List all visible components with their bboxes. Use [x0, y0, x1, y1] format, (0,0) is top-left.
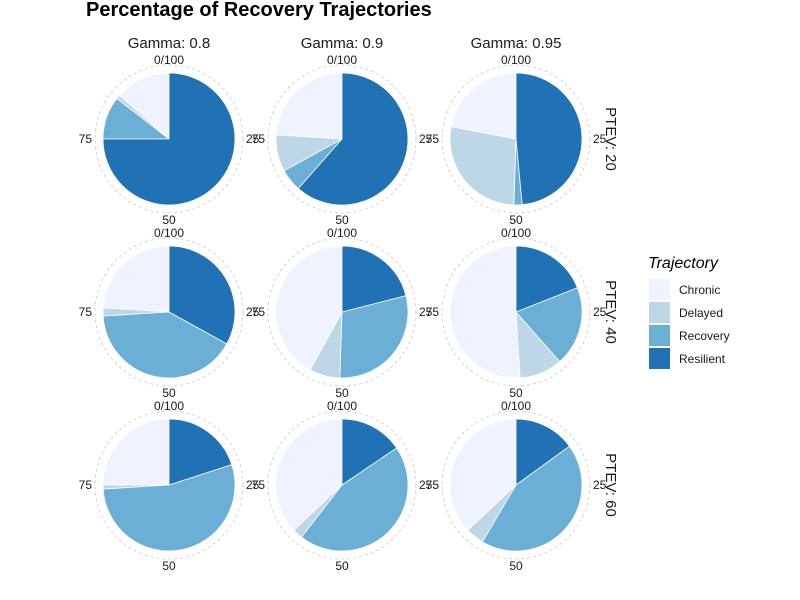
theta-tick-label: 0/100	[501, 226, 531, 240]
pie-slice-chronic	[449, 418, 517, 531]
legend-key-recovery	[649, 325, 670, 346]
theta-tick-label: 25	[593, 305, 607, 319]
pie-slice-resilient	[515, 72, 583, 206]
row-strip-label: PTEV: 60	[602, 453, 619, 517]
theta-tick-label: 75	[252, 305, 266, 319]
theta-tick-label: 0/100	[327, 226, 357, 240]
pie-slice-resilient	[515, 418, 570, 486]
pie-slice-chronic	[275, 245, 343, 371]
pie-slice-resilient	[297, 72, 409, 206]
theta-tick-label: 50	[509, 213, 523, 227]
legend-title: Trajectory	[648, 255, 719, 272]
grid-circle	[267, 410, 417, 560]
pie-slice-chronic	[102, 418, 170, 486]
grid-circle	[94, 237, 244, 387]
theta-tick-label: 50	[162, 559, 176, 573]
pie-panel: 0/100 25 50 75	[252, 226, 433, 400]
pie-slice-recovery	[481, 445, 583, 552]
pie-slice-recovery	[339, 295, 409, 379]
pie-slice-chronic	[275, 418, 343, 531]
theta-tick-label: 50	[162, 213, 176, 227]
pie-slice-resilient	[341, 245, 407, 313]
row-strip-label: PTEV: 40	[602, 280, 619, 344]
pie-panel: 0/100 25 50 75	[79, 53, 260, 227]
grid-circle	[441, 410, 591, 560]
pie-panel: 0/100 25 50 75	[79, 399, 260, 573]
pie-panel: 0/100 25 50 75	[252, 53, 433, 227]
theta-tick-label: 25	[419, 478, 433, 492]
chart-title: Percentage of Recovery Trajectories	[86, 0, 432, 21]
theta-tick-label: 0/100	[154, 226, 184, 240]
pie-slice-recovery	[102, 464, 236, 552]
grid-circle	[441, 237, 591, 387]
theta-tick-label: 0/100	[154, 53, 184, 67]
row-strip-label: PTEV: 20	[602, 107, 619, 171]
theta-tick-label: 25	[593, 132, 607, 146]
theta-tick-label: 0/100	[154, 399, 184, 413]
theta-tick-label: 50	[335, 213, 349, 227]
theta-tick-label: 0/100	[327, 399, 357, 413]
theta-tick-label: 25	[246, 132, 260, 146]
pie-slice-recovery	[102, 311, 228, 379]
legend-label: Delayed	[679, 306, 723, 320]
theta-tick-label: 75	[79, 132, 93, 146]
theta-tick-label: 0/100	[501, 53, 531, 67]
facet-panels: Gamma: 0.8 Gamma: 0.9 Gamma: 0.95 PTEV: 20 P…	[79, 35, 619, 573]
theta-tick-label: 75	[426, 478, 440, 492]
theta-tick-label: 75	[252, 478, 266, 492]
theta-tick-label: 25	[593, 478, 607, 492]
column-strip-label: Gamma: 0.95	[471, 35, 562, 52]
theta-tick-label: 25	[419, 132, 433, 146]
theta-tick-label: 75	[426, 305, 440, 319]
pie-slice-chronic	[449, 245, 521, 379]
legend-key-chronic	[649, 279, 670, 300]
grid-circle	[441, 64, 591, 214]
theta-tick-label: 75	[79, 305, 93, 319]
theta-tick-label: 50	[162, 386, 176, 400]
column-strip-label: Gamma: 0.8	[128, 35, 211, 52]
legend-label: Chronic	[679, 283, 720, 297]
theta-tick-label: 75	[426, 132, 440, 146]
pie-panel: 0/100 25 50 75	[426, 226, 607, 400]
pie-slice-resilient	[168, 245, 236, 345]
pie-panel: 0/100 25 50 75	[79, 226, 260, 400]
legend: Trajectory Chronic Delayed Recovery Resilie…	[648, 255, 730, 369]
grid-circle	[94, 64, 244, 214]
grid-circle	[267, 237, 417, 387]
pie-slice-resilient	[515, 245, 578, 313]
pie-slice-chronic	[102, 245, 170, 313]
theta-tick-label: 75	[79, 478, 93, 492]
pie-slice-recovery	[300, 447, 409, 552]
theta-tick-label: 0/100	[327, 53, 357, 67]
pie-slice-chronic	[450, 72, 517, 140]
pie-slice-resilient	[102, 72, 236, 206]
legend-label: Recovery	[679, 329, 730, 343]
theta-tick-label: 50	[509, 386, 523, 400]
grid-circle	[94, 410, 244, 560]
theta-tick-label: 50	[509, 559, 523, 573]
grid-circle	[267, 64, 417, 214]
theta-tick-label: 25	[419, 305, 433, 319]
theta-tick-label: 75	[252, 132, 266, 146]
legend-key-delayed	[649, 302, 670, 323]
pie-slice-delayed	[449, 126, 517, 206]
pie-panel: 0/100 25 50 75	[426, 399, 607, 573]
pie-slice-resilient	[168, 418, 233, 486]
legend-label: Resilient	[679, 352, 726, 366]
theta-tick-label: 25	[246, 305, 260, 319]
theta-tick-label: 50	[335, 386, 349, 400]
pie-slice-recovery	[515, 287, 583, 363]
theta-tick-label: 50	[335, 559, 349, 573]
legend-key-resilient	[649, 348, 670, 369]
pie-slice-resilient	[341, 418, 398, 486]
column-strip-label: Gamma: 0.9	[301, 35, 384, 52]
pie-slice-chronic	[275, 72, 343, 140]
pie-slice-chronic	[118, 72, 170, 140]
theta-tick-label: 25	[246, 478, 260, 492]
pie-panel: 0/100 25 50 75	[252, 399, 433, 573]
theta-tick-label: 0/100	[501, 399, 531, 413]
pie-panel: 0/100 25 50 75	[426, 53, 607, 227]
